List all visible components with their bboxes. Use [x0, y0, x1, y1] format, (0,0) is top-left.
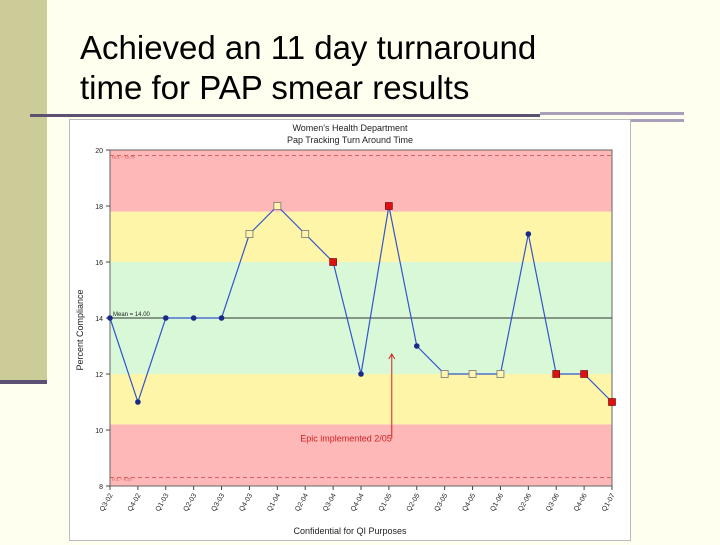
chart-title: Women's Health Department: [292, 123, 408, 133]
data-point: [468, 370, 477, 378]
y-tick-label: 8: [99, 484, 103, 491]
data-point: [608, 398, 616, 406]
x-tick-label: Q1-06: [489, 492, 505, 512]
x-tick-label: Q3-05: [434, 492, 450, 512]
data-point: [162, 315, 169, 321]
band-red-0: [110, 424, 612, 486]
x-tick-label: Q1-07: [601, 492, 617, 512]
y-tick-label: 12: [95, 372, 103, 379]
y-tick-label: 16: [95, 260, 103, 267]
x-tick-label: Q3-06: [545, 492, 561, 512]
y-axis-label: Percent Compliance: [75, 289, 85, 370]
x-tick-label: Q3-02: [99, 492, 115, 512]
chart-subtitle: Pap Tracking Turn Around Time: [287, 135, 413, 145]
x-tick-label: Q2-03: [183, 492, 199, 512]
x-tick-label: Q4-06: [573, 492, 589, 512]
y-tick-label: 14: [95, 316, 103, 323]
data-point: [245, 230, 254, 238]
slide-title: Achieved an 11 day turnaround time for P…: [80, 28, 680, 108]
data-point: [525, 231, 532, 237]
lcl-label: LCL = 8.25: [112, 477, 132, 482]
data-point: [301, 230, 310, 238]
y-tick-label: 20: [95, 148, 103, 155]
data-point: [440, 370, 449, 378]
band-red-4: [110, 150, 612, 212]
x-tick-label: Q3-03: [210, 492, 226, 512]
data-point: [190, 315, 197, 321]
x-tick-label: Q4-04: [350, 492, 366, 512]
mean-label: Mean = 14.00: [113, 312, 151, 318]
x-tick-label: Q4-05: [461, 492, 477, 512]
band-yellow-3: [110, 211, 612, 262]
x-tick-label: Q2-06: [517, 492, 533, 512]
data-point: [552, 370, 561, 378]
data-point: [107, 315, 113, 321]
x-tick-label: Q2-05: [406, 492, 422, 512]
data-point: [135, 399, 141, 405]
x-tick-label: Q4-03: [238, 492, 254, 512]
data-point: [496, 370, 505, 378]
plot-area: UCL = 19.75 LCL = 8.25 Mean = 14.00 8 10 12 14…: [95, 148, 617, 513]
x-tick-label: Q1-03: [155, 492, 171, 512]
data-point: [580, 370, 588, 378]
x-tick-label: Q3-04: [322, 492, 338, 512]
annotation-arrowhead: [388, 353, 396, 360]
data-point: [358, 371, 364, 377]
title-rule: [30, 114, 540, 117]
slide-title-line-2: time for PAP smear results: [80, 69, 470, 106]
y-tick-label: 18: [95, 204, 103, 211]
slide-title-line-1: Achieved an 11 day turnaround: [80, 29, 537, 66]
data-point: [413, 343, 420, 349]
band-yellow-1: [110, 374, 612, 425]
y-tick-label: 10: [95, 428, 103, 435]
x-tick-label: Q1-05: [378, 492, 394, 512]
data-point: [218, 315, 225, 321]
annotation-label: Epic implemented 2/05: [300, 433, 392, 443]
ucl-label: UCL = 19.75: [112, 155, 135, 160]
sidebar-decoration: [0, 0, 47, 384]
x-tick-label: Q4-02: [127, 492, 143, 512]
data-point: [329, 258, 337, 266]
chart-frame: Women's Health Department Pap Tracking T…: [70, 120, 630, 540]
data-point: [273, 202, 282, 210]
x-tick-label: Q1-04: [266, 492, 282, 512]
control-chart: Women's Health Department Pap Tracking T…: [75, 123, 617, 536]
x-tick-label: Q2-04: [294, 492, 310, 512]
data-point: [385, 202, 393, 210]
sidebar-underline: [0, 380, 47, 384]
title-rule-accent-top: [540, 112, 684, 115]
chart-footer: Confidential for QI Purposes: [293, 526, 407, 536]
